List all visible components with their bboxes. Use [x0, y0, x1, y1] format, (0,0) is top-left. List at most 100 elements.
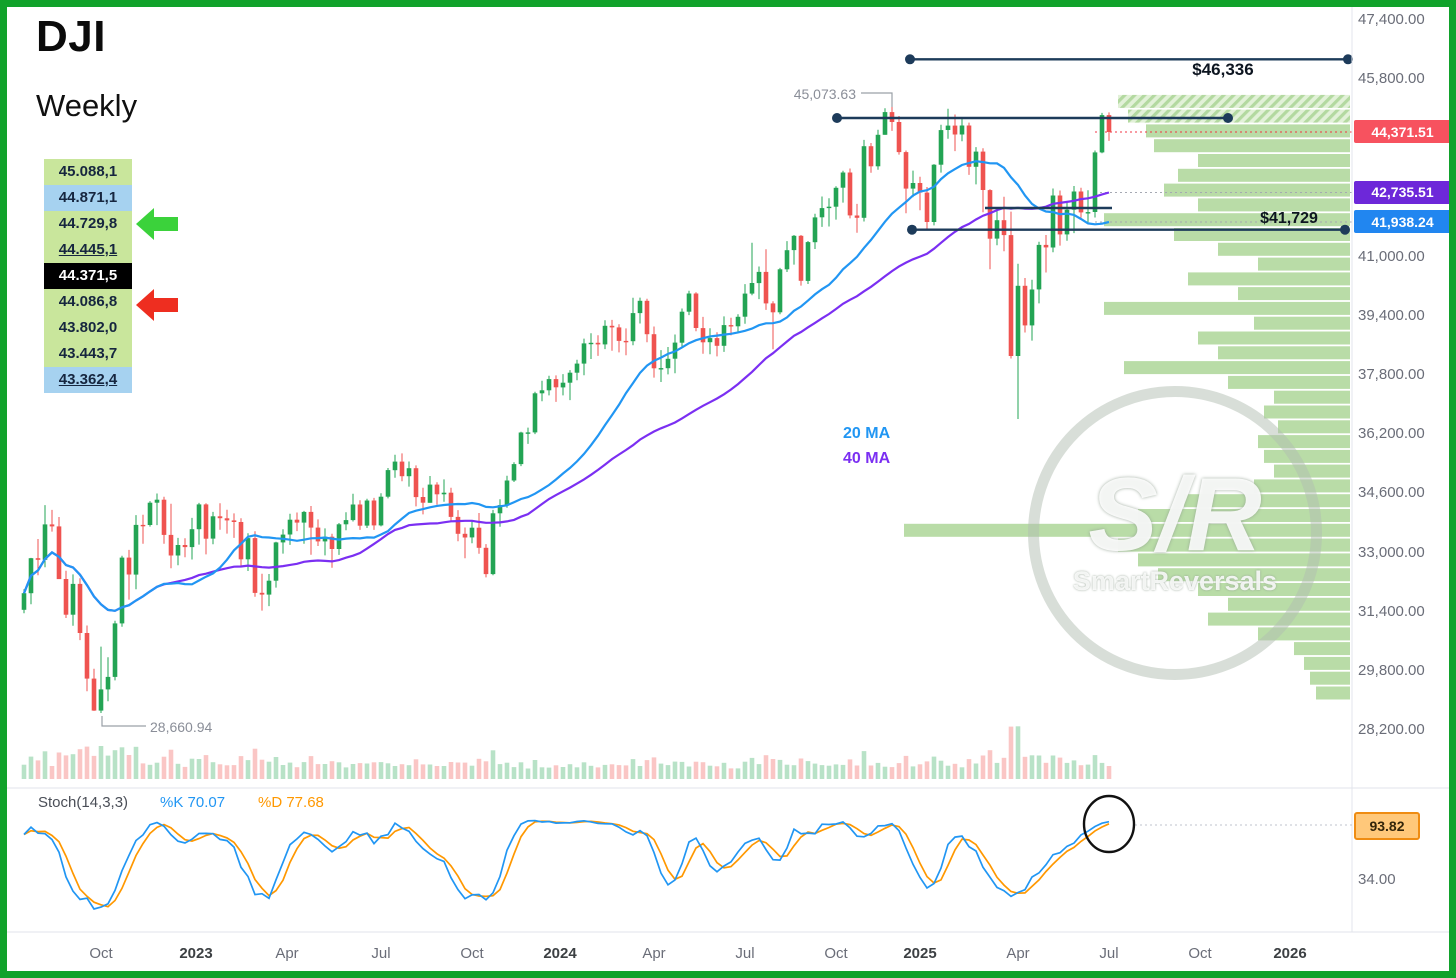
price-ladder-row: 44.871,1	[44, 185, 132, 211]
time-axis-label[interactable]: Jul	[371, 945, 390, 962]
volume-profile-bar	[1228, 375, 1350, 389]
volume-profile-bar	[904, 523, 1350, 537]
volume-profile-bar	[1104, 301, 1350, 315]
resistance-target-label[interactable]: $46,336	[1192, 60, 1254, 79]
volume-profile-bar	[1278, 420, 1350, 434]
price-axis-label[interactable]: 47,400.00	[1358, 11, 1425, 28]
volume-profile-bar	[1118, 538, 1350, 552]
volume-profile-bar	[1254, 316, 1350, 330]
price-ladder-row: 43.802,0	[44, 315, 132, 341]
stoch-k-value: %K 70.07	[160, 794, 226, 811]
high-annotation: 45,073.63	[793, 86, 856, 102]
time-axis-label[interactable]: 2024	[543, 945, 577, 962]
price-axis-label[interactable]: 33,000.00	[1358, 543, 1425, 561]
volume-profile-bar	[1264, 405, 1350, 419]
price-ladder-row: 44.729,8	[44, 211, 132, 237]
time-axis-label[interactable]: Oct	[460, 945, 484, 962]
stoch-pane[interactable]	[23, 794, 1352, 910]
volume-profile-bar	[1198, 198, 1350, 212]
volume-profile-bar	[1258, 627, 1350, 641]
volume-profile	[904, 94, 1350, 700]
price-ladder-row: 44.086,8	[44, 289, 132, 315]
volume-profile-bar	[1138, 509, 1350, 522]
time-axis-label[interactable]: Jul	[1099, 945, 1118, 962]
moving-averages	[22, 160, 1110, 612]
volume-profile-bar	[1158, 568, 1350, 582]
red-arrow-shape	[136, 289, 178, 321]
trend-rays[interactable]	[832, 54, 1353, 235]
time-axis-label[interactable]: 2026	[1273, 945, 1306, 962]
volume-profile-bar	[1316, 686, 1350, 700]
red-left-arrow-icon[interactable]	[134, 287, 180, 323]
time-axis-label[interactable]: Apr	[642, 945, 665, 962]
time-axis[interactable]: Oct 2023 Apr Jul Oct 2024 Apr Jul Oct 2025 Apr Jul O…	[89, 945, 1306, 962]
candlesticks[interactable]	[21, 106, 1112, 713]
ray-endpoint[interactable]	[905, 54, 915, 65]
time-axis-label[interactable]: 2023	[179, 945, 212, 962]
price-axis-label[interactable]: 29,800.00	[1358, 661, 1425, 679]
volume-profile-bar	[1124, 361, 1350, 375]
stoch-k-line	[23, 819, 1110, 910]
volume-profile-bar	[1138, 553, 1350, 567]
stoch-current-value-tag: 93.82	[1354, 812, 1420, 840]
price-axis-label[interactable]: 41,000.00	[1358, 247, 1425, 265]
ray-endpoint[interactable]	[1223, 113, 1233, 123]
volume-profile-bar	[1198, 583, 1350, 596]
price-ladder-row: 45.088,1	[44, 159, 132, 185]
volume-profile-bar	[1128, 109, 1350, 123]
volume-profile-bar	[1294, 642, 1350, 656]
time-axis-label[interactable]: 2025	[903, 945, 936, 962]
stoch-d-value: %D 77.68	[258, 794, 324, 811]
volume-profile-bar	[1228, 597, 1350, 611]
price-tag: 41,938.24	[1354, 210, 1451, 234]
price-tag: 42,735.51	[1354, 180, 1451, 204]
volume-profile-bar	[1184, 494, 1350, 508]
volume-pane	[21, 726, 1112, 779]
ray-endpoint[interactable]	[1343, 54, 1353, 65]
ma20-line	[22, 160, 1110, 612]
time-axis-label[interactable]: Oct	[824, 945, 848, 962]
volume-profile-bar	[1104, 213, 1350, 227]
stoch-indicator-title[interactable]: Stoch(14,3,3)	[38, 794, 129, 811]
volume-profile-bar	[1238, 287, 1350, 301]
price-axis-label[interactable]: 31,400.00	[1358, 602, 1425, 620]
price-axis-label[interactable]: 37,800.00	[1358, 366, 1425, 383]
time-axis-label[interactable]: Jul	[735, 945, 754, 962]
volume-profile-bar	[1218, 346, 1350, 360]
price-axis-label[interactable]: 36,200.00	[1358, 425, 1425, 443]
price-axis-label[interactable]: 28,200.00	[1358, 721, 1425, 738]
volume-profile-bar	[1254, 479, 1350, 493]
price-ladder-row: 44.445,1	[44, 237, 132, 263]
volume-profile-bar	[1264, 449, 1350, 463]
time-axis-label[interactable]: Oct	[89, 945, 113, 962]
green-left-arrow-icon[interactable]	[134, 206, 180, 242]
green-arrow-shape	[136, 208, 178, 240]
ma20-legend: 20 MA	[843, 425, 891, 442]
price-ladder-row: 44.371,5	[44, 263, 132, 289]
volume-profile-bar	[1274, 464, 1350, 478]
ray-endpoint[interactable]	[832, 113, 842, 123]
price-axis-label[interactable]: 39,400.00	[1358, 306, 1425, 324]
time-axis-label[interactable]: Apr	[275, 945, 298, 962]
volume-profile-bar	[1198, 331, 1350, 345]
low-annotation: 28,660.94	[150, 719, 213, 735]
volume-profile-bar	[1258, 257, 1350, 271]
volume-profile-bar	[1154, 139, 1350, 153]
ray-endpoint[interactable]	[907, 224, 917, 235]
price-ladder: 45.088,1 44.871,1 44.729,8 44.445,1 44.371,5…	[44, 159, 132, 393]
time-axis-label[interactable]: Oct	[1188, 945, 1212, 962]
stoch-axis-label: 34.00	[1358, 871, 1396, 888]
time-axis-label[interactable]: Apr	[1006, 945, 1029, 962]
pane-separators	[0, 0, 1456, 933]
ma40-legend: 40 MA	[843, 450, 891, 467]
volume-profile-bar	[1208, 612, 1350, 626]
support-level-label[interactable]: $41,729	[1260, 210, 1318, 227]
volume-profile-bar	[1164, 183, 1350, 197]
price-axis-label[interactable]: 34,600.00	[1358, 484, 1425, 502]
price-axis-label[interactable]: 45,800.00	[1358, 70, 1425, 88]
highlight-circle[interactable]	[1082, 794, 1136, 854]
volume-profile-bar	[1304, 656, 1350, 670]
ray-endpoint[interactable]	[1340, 224, 1350, 235]
